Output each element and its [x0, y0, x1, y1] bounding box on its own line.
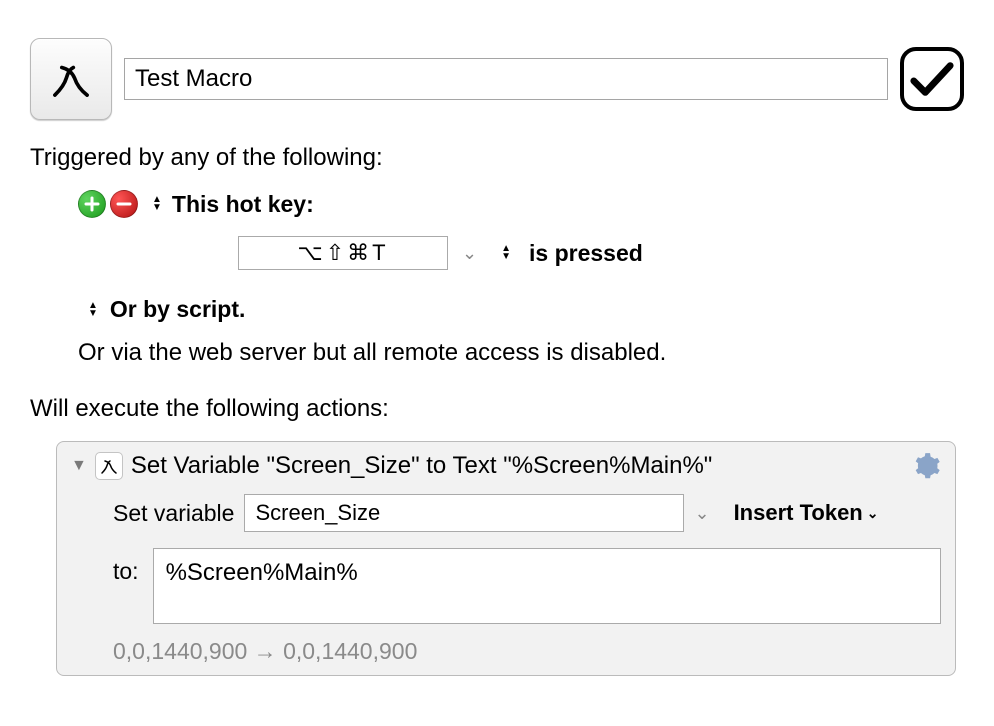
insert-token-label: Insert Token: [734, 500, 863, 526]
chevron-down-icon: ⌄: [867, 505, 879, 522]
macro-name-input[interactable]: [124, 58, 888, 100]
remote-access-note: Or via the web server but all remote acc…: [78, 339, 964, 367]
macro-enabled-toggle[interactable]: [900, 47, 964, 111]
hotkey-mode-stepper[interactable]: ▲▼: [501, 245, 511, 261]
macro-header: [30, 38, 964, 120]
variable-icon: [95, 452, 123, 480]
hotkey-dropdown-icon[interactable]: ⌄: [462, 243, 477, 264]
disclosure-triangle-icon[interactable]: ▼: [71, 457, 87, 475]
action-title: Set Variable "Screen_Size" to Text "%Scr…: [131, 452, 712, 480]
trigger-header: ▲▼ This hot key:: [78, 190, 964, 218]
variable-name-input[interactable]: [244, 494, 684, 532]
set-variable-label: Set variable: [113, 500, 234, 527]
script-trigger-stepper[interactable]: ▲▼: [88, 302, 98, 318]
will-execute-label: Will execute the following actions:: [30, 395, 964, 423]
variable-dropdown-icon[interactable]: ⌄: [694, 503, 709, 524]
add-trigger-button[interactable]: [78, 190, 106, 218]
hotkey-field[interactable]: ⌥⇧⌘T: [238, 236, 448, 270]
or-by-script-label: Or by script.: [110, 296, 245, 323]
to-label: to:: [113, 548, 139, 585]
action-header: ▼ Set Variable "Screen_Size" to Text "%S…: [71, 452, 941, 480]
triggered-by-label: Triggered by any of the following:: [30, 144, 964, 172]
set-variable-row: Set variable ⌄ Insert Token ⌄: [113, 494, 941, 532]
remove-trigger-button[interactable]: [110, 190, 138, 218]
hotkey-label: This hot key:: [172, 191, 314, 218]
hotkey-row: ⌥⇧⌘T ⌄ ▲▼ is pressed: [238, 236, 964, 270]
trigger-block: ▲▼ This hot key: ⌥⇧⌘T ⌄ ▲▼ is pressed: [78, 190, 964, 270]
trigger-type-stepper[interactable]: ▲▼: [152, 196, 162, 212]
is-pressed-label: is pressed: [529, 240, 643, 267]
to-row: to:: [113, 548, 941, 624]
insert-token-button[interactable]: Insert Token ⌄: [734, 500, 879, 526]
action-card: ▼ Set Variable "Screen_Size" to Text "%S…: [56, 441, 956, 676]
or-by-script-row: ▲▼ Or by script.: [78, 296, 964, 323]
value-textarea[interactable]: [153, 548, 941, 624]
gear-icon[interactable]: [913, 452, 941, 480]
result-preview: 0,0,1440,900 → 0,0,1440,900: [113, 638, 941, 665]
macro-type-icon[interactable]: [30, 38, 112, 120]
